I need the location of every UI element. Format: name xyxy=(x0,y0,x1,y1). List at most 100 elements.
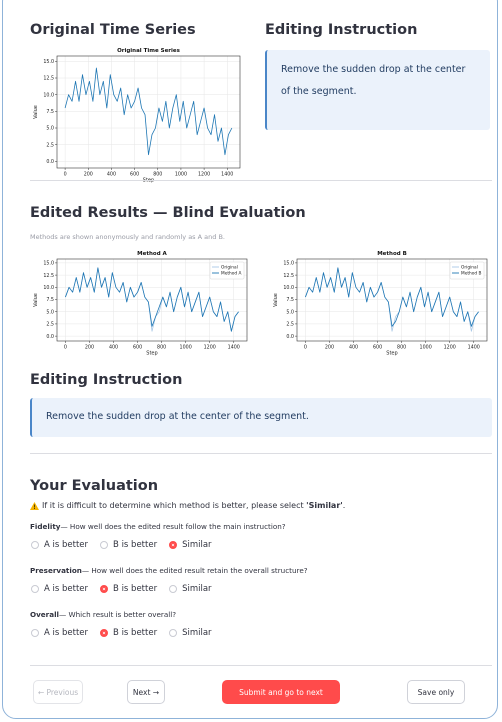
section-heading: Editing Instruction xyxy=(265,22,418,38)
y-tick-label: 10.0 xyxy=(43,92,54,98)
previous-button[interactable]: ← Previous xyxy=(33,680,83,704)
x-tick-label: 1200 xyxy=(198,172,210,178)
radio-option[interactable]: A is better xyxy=(31,540,88,550)
question-label: Fidelity xyxy=(30,522,61,531)
radio-option[interactable]: Similar xyxy=(169,584,212,594)
x-tick-label: 600 xyxy=(130,172,139,178)
y-axis-label: Value xyxy=(33,293,39,307)
radio-dot xyxy=(100,629,109,637)
radio-dot xyxy=(31,585,39,593)
chart: Method B 0.0 2.5 5.0 7.5 10.0 12.5 15.0 0 200 400 6… xyxy=(273,251,488,357)
radio-dot xyxy=(169,629,178,637)
y-tick-label: 2.5 xyxy=(286,322,294,328)
x-tick-label: 1200 xyxy=(444,345,456,351)
radio-dot xyxy=(31,629,39,637)
legend-label: Method A xyxy=(221,271,241,277)
x-tick-label: 600 xyxy=(133,345,142,351)
radio-label: B is better xyxy=(113,540,158,550)
series-line xyxy=(305,267,479,327)
question: Preservation— How well does the edited r… xyxy=(30,566,308,575)
radio-label: Similar xyxy=(182,628,212,638)
legend-box xyxy=(209,261,245,280)
y-tick-label: 0.0 xyxy=(46,334,54,340)
y-axis-label: Value xyxy=(273,293,279,307)
radio-dot xyxy=(100,585,109,593)
radio-option[interactable]: B is better xyxy=(100,584,157,594)
radio-group: A is better B is better Similar xyxy=(31,584,212,594)
question-prompt: — How well does the edited result follow… xyxy=(60,522,286,531)
radio-option[interactable]: B is better xyxy=(100,540,157,550)
radio-option[interactable]: A is better xyxy=(31,584,88,594)
divider xyxy=(30,180,492,181)
x-tick-label: 0 xyxy=(64,345,67,351)
legend-label: Method B xyxy=(461,271,481,277)
radio-option[interactable]: Similar xyxy=(169,540,212,550)
x-tick-label: 1200 xyxy=(204,345,216,351)
x-tick-label: 800 xyxy=(157,345,166,351)
radio-option[interactable]: B is better xyxy=(100,628,157,638)
x-tick-label: 200 xyxy=(85,345,94,351)
x-tick-label: 1000 xyxy=(180,345,192,351)
x-axis-label: Step xyxy=(386,351,397,357)
divider xyxy=(30,665,492,666)
x-axis-label: Step xyxy=(146,351,157,357)
chart: Method A 0.0 2.5 5.0 7.5 10.0 12.5 15.0 0 200 400 6… xyxy=(33,251,248,357)
question-prompt: — Which result is better overall? xyxy=(59,610,177,619)
chart-title: Original Time Series xyxy=(117,48,181,54)
warning-text: . xyxy=(342,501,346,510)
radio-label: A is better xyxy=(44,540,89,550)
legend-label: Original xyxy=(461,265,478,271)
radio-group: A is better B is better Similar xyxy=(31,628,212,638)
y-tick-label: 5.0 xyxy=(46,309,54,315)
y-tick-label: 7.5 xyxy=(46,297,54,303)
radio-label: A is better xyxy=(44,628,89,638)
x-tick-label: 400 xyxy=(109,345,118,351)
x-tick-label: 400 xyxy=(349,345,358,351)
radio-option[interactable]: A is better xyxy=(31,628,88,638)
y-tick-label: 7.5 xyxy=(46,109,54,115)
next-button[interactable]: Next → xyxy=(127,680,165,704)
chart-title: Method A xyxy=(137,251,167,257)
y-tick-label: 0.0 xyxy=(46,159,54,165)
plot-frame xyxy=(296,258,488,342)
x-tick-label: 1400 xyxy=(468,345,480,351)
y-tick-label: 15.0 xyxy=(283,261,294,267)
radio-option[interactable]: Similar xyxy=(169,628,212,638)
section-heading: Your Evaluation xyxy=(30,478,159,494)
warning-emphasis: 'Similar' xyxy=(306,501,343,510)
y-tick-label: 12.5 xyxy=(283,273,294,279)
y-tick-label: 12.5 xyxy=(43,273,54,279)
submit-button[interactable]: Submit and go to next xyxy=(222,680,340,704)
y-axis-label: Value xyxy=(33,105,39,119)
x-tick-label: 1400 xyxy=(228,345,240,351)
instruction-box: Remove the sudden drop at the center of … xyxy=(30,398,492,437)
x-tick-label: 400 xyxy=(107,172,116,178)
radio-label: B is better xyxy=(113,584,158,594)
save-button[interactable]: Save only xyxy=(407,680,465,704)
radio-dot xyxy=(169,541,178,549)
x-tick-label: 800 xyxy=(397,345,406,351)
x-tick-label: 1400 xyxy=(221,172,233,178)
x-tick-label: 800 xyxy=(153,172,162,178)
plot-frame xyxy=(56,258,248,342)
x-tick-label: 200 xyxy=(325,345,334,351)
question-prompt: — How well does the edited result retain… xyxy=(81,566,308,575)
x-tick-label: 200 xyxy=(84,172,93,178)
instruction-text: Remove the sudden drop at the center of … xyxy=(281,64,466,97)
y-tick-label: 2.5 xyxy=(46,322,54,328)
radio-label: B is better xyxy=(113,628,158,638)
radio-dot xyxy=(100,541,109,549)
warning-text: If it is difficult to determine which me… xyxy=(42,501,307,510)
radio-label: A is better xyxy=(44,584,89,594)
chart-title: Method B xyxy=(377,251,407,257)
y-tick-label: 7.5 xyxy=(286,297,294,303)
chart: Original Time Series 0.0 2.5 5.0 7.5 10.0 12.5… xyxy=(33,48,241,184)
radio-dot xyxy=(31,541,39,549)
question-label: Preservation xyxy=(30,566,82,575)
question: Fidelity— How well does the edited resul… xyxy=(30,522,286,531)
divider xyxy=(30,453,492,454)
x-tick-label: 0 xyxy=(304,345,307,351)
instruction-box: Remove the sudden drop at the center of … xyxy=(265,50,490,130)
section-heading: Original Time Series xyxy=(30,22,196,38)
